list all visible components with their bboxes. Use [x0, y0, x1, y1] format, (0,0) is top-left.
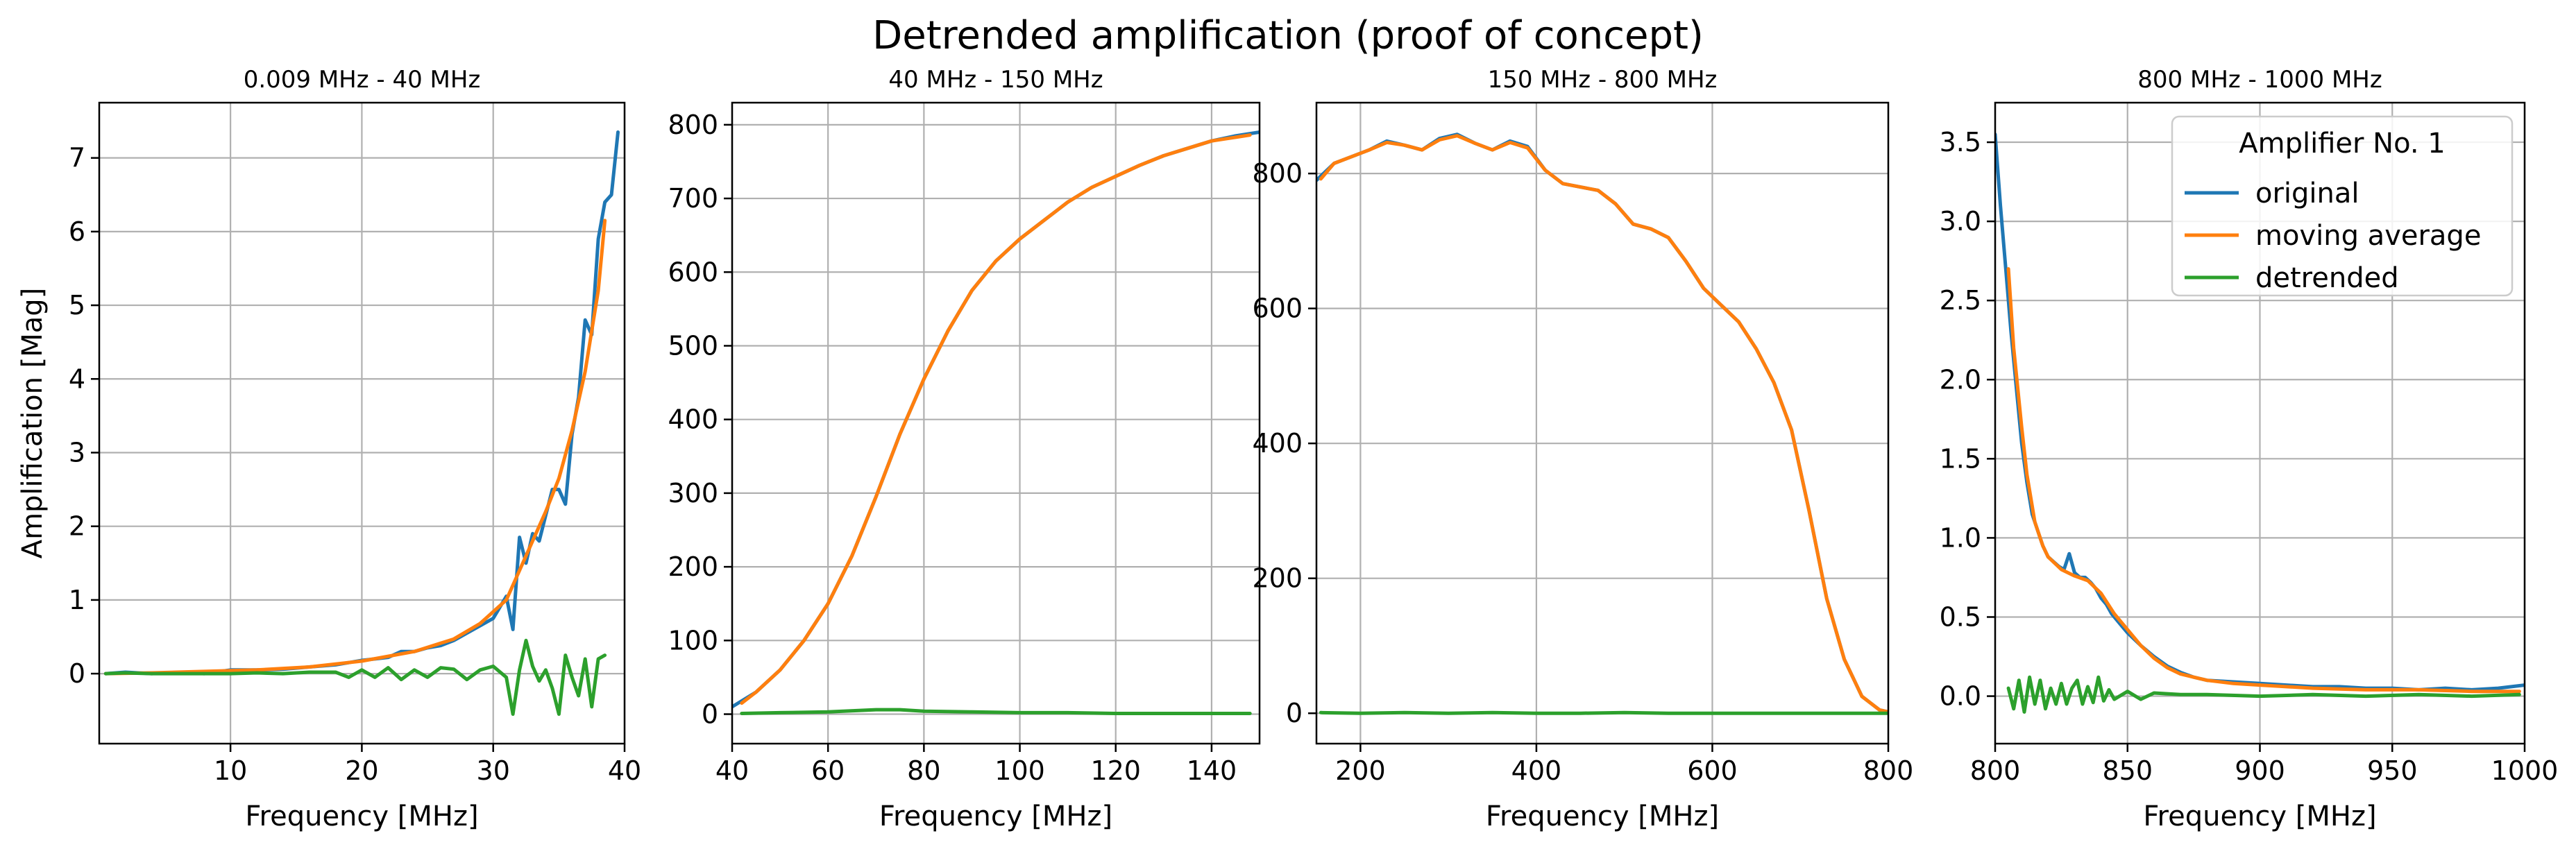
x-axis-label: Frequency [MHz] — [879, 801, 1112, 832]
subplot-2: 40 60 80 100 120 140 0 100 200 300 400 500 600 700 800… — [668, 66, 1261, 832]
subplot-1: 10 20 30 40 0 1 2 3 4 5 6 7 0.009 MHz - 40 MHz Freque… — [17, 66, 641, 832]
y-tick-label: 800 — [668, 110, 718, 140]
legend-label: original — [2255, 178, 2359, 209]
y-tick-label: 0.0 — [1940, 681, 1981, 712]
series-group — [1316, 132, 1888, 715]
series-line-detrended — [740, 708, 1252, 715]
y-tick-label: 800 — [1252, 158, 1303, 189]
y-tick-label: 2.5 — [1940, 285, 1981, 316]
subplot-4: 800 850 900 950 1000 0.0 0.5 1.0 1.5 2.0 2.5 3.0 3.5… — [1940, 66, 2559, 832]
y-tick-label: 0 — [69, 658, 85, 689]
axes-frame — [731, 101, 1261, 745]
y-tick-label: 3.0 — [1940, 206, 1981, 237]
subplot-title: 40 MHz - 150 MHz — [888, 66, 1103, 94]
y-tick-label: 700 — [668, 183, 718, 214]
x-tick-label: 20 — [345, 755, 378, 786]
x-tick-label: 30 — [477, 755, 510, 786]
x-axis-label: Frequency [MHz] — [2143, 801, 2376, 832]
y-axis-label: Amplification [Mag] — [17, 288, 49, 559]
series-line-moving-average — [2006, 267, 2521, 694]
y-tick-label: 1 — [69, 585, 85, 615]
series-line-moving-average — [1319, 134, 1888, 714]
x-tick-label: 600 — [1687, 755, 1738, 786]
y-tick-label: 2 — [69, 511, 85, 542]
axes-frame — [1315, 101, 1890, 745]
y-tick-label: 0 — [1286, 698, 1303, 728]
subplot-3: 200 400 600 800 0 200 400 600 800 150 MHz - 800 M… — [1252, 66, 1913, 832]
y-tick-label: 3 — [69, 437, 85, 468]
y-tick-label: 100 — [668, 625, 718, 656]
y-tick-label: 400 — [1252, 428, 1303, 459]
x-tick-label: 140 — [1187, 755, 1237, 786]
x-tick-label: 800 — [1970, 755, 2021, 786]
x-tick-label: 120 — [1090, 755, 1141, 786]
x-tick-label: 200 — [1335, 755, 1386, 786]
y-tick-label: 200 — [1252, 563, 1303, 594]
y-tick-label: 6 — [69, 216, 85, 247]
legend: Amplifier No. 1 original moving average det… — [2171, 115, 2514, 297]
x-tick-label: 80 — [907, 755, 940, 786]
series-line-detrended — [103, 638, 607, 716]
x-tick-label: 1000 — [2491, 755, 2559, 786]
y-tick-label: 0.5 — [1940, 601, 1981, 632]
series-line-moving-average — [740, 133, 1252, 705]
y-tick-label: 7 — [69, 143, 85, 173]
legend-label: moving average — [2255, 220, 2481, 252]
legend-label: detrended — [2255, 262, 2399, 294]
y-tick-label: 200 — [668, 551, 718, 582]
x-tick-label: 40 — [715, 755, 749, 786]
y-tick-label: 600 — [1252, 293, 1303, 324]
y-tick-label: 400 — [668, 404, 718, 435]
x-tick-label: 400 — [1511, 755, 1562, 786]
y-tick-label: 0 — [702, 699, 718, 730]
y-tick-label: 3.5 — [1940, 127, 1981, 157]
series-line-detrended — [1319, 710, 1888, 715]
y-tick-label: 4 — [69, 363, 85, 394]
y-tick-label: 500 — [668, 330, 718, 361]
y-tick-label: 600 — [668, 257, 718, 287]
x-tick-label: 800 — [1863, 755, 1914, 786]
x-axis-label: Frequency [MHz] — [245, 801, 478, 832]
grid — [99, 103, 626, 744]
series-group — [732, 130, 1260, 715]
y-tick-label: 1.0 — [1940, 522, 1981, 553]
x-tick-label: 100 — [994, 755, 1045, 786]
legend-box — [2171, 115, 2514, 297]
subplot-title: 0.009 MHz - 40 MHz — [244, 66, 481, 94]
x-tick-label: 60 — [811, 755, 845, 786]
x-tick-label: 900 — [2235, 755, 2285, 786]
y-tick-label: 5 — [69, 290, 85, 320]
series-group — [1995, 132, 2525, 714]
x-tick-label: 950 — [2367, 755, 2418, 786]
figure-title: Detrended amplification (proof of concep… — [872, 13, 1704, 58]
series-group — [103, 130, 620, 716]
series-line-moving-average — [103, 219, 607, 676]
y-tick-label: 300 — [668, 478, 718, 508]
x-axis-label: Frequency [MHz] — [1486, 801, 1719, 832]
series-line-detrended — [2006, 675, 2521, 714]
y-tick-label: 2.0 — [1940, 364, 1981, 395]
x-tick-label: 10 — [214, 755, 247, 786]
legend-title: Amplifier No. 1 — [2239, 128, 2445, 160]
x-tick-label: 40 — [608, 755, 641, 786]
subplot-title: 800 MHz - 1000 MHz — [2137, 66, 2382, 94]
x-tick-label: 850 — [2102, 755, 2153, 786]
y-tick-label: 1.5 — [1940, 443, 1981, 474]
subplot-title: 150 MHz - 800 MHz — [1488, 66, 1718, 94]
